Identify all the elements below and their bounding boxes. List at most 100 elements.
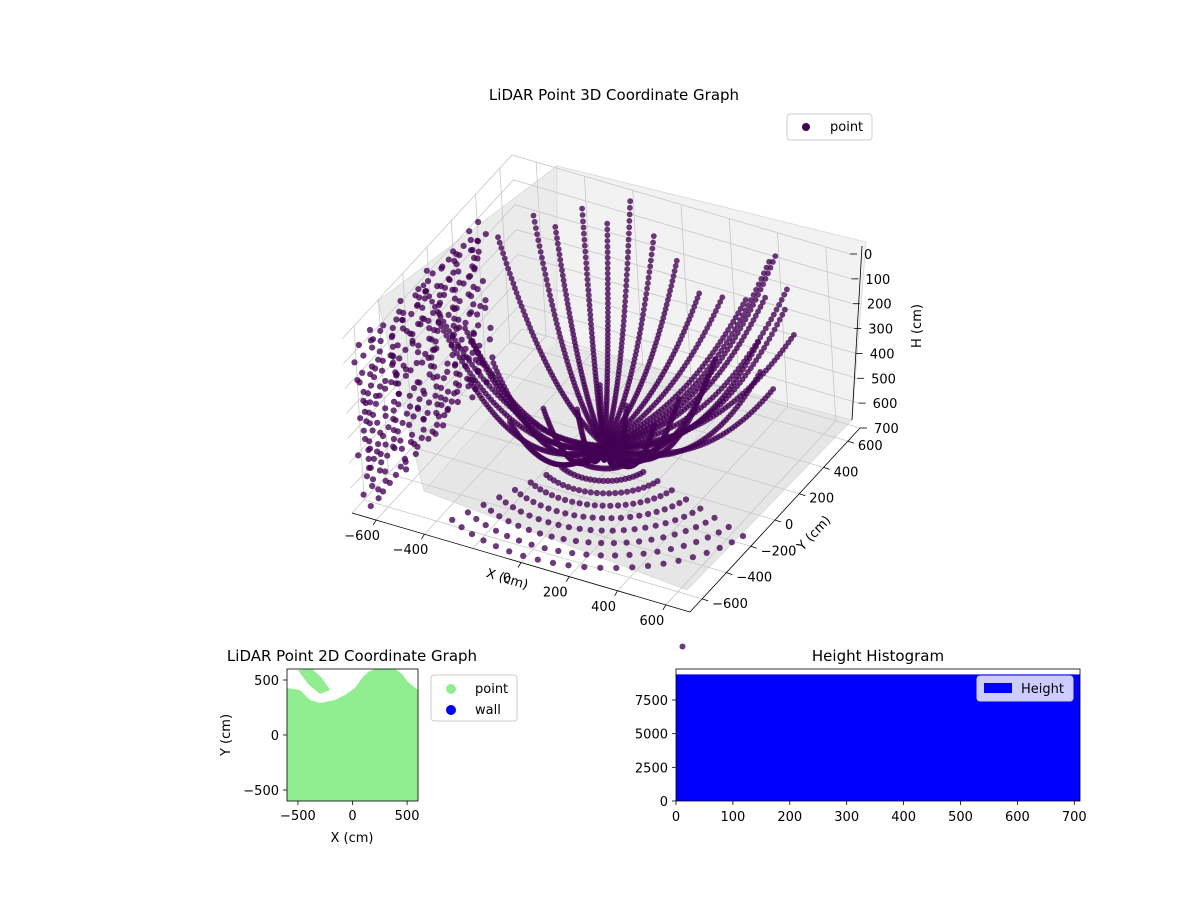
point-3d xyxy=(740,301,746,308)
point-3d xyxy=(580,218,586,225)
point-3d xyxy=(477,303,484,310)
point-3d xyxy=(480,501,487,508)
point-3d xyxy=(563,291,569,298)
point-3d xyxy=(715,303,721,310)
point-3d xyxy=(389,343,396,350)
point-3d xyxy=(533,225,539,232)
point-3d xyxy=(618,344,625,351)
point-3d xyxy=(379,488,387,495)
point-3d xyxy=(536,243,543,250)
point-3d xyxy=(556,251,563,258)
point-3d xyxy=(377,383,384,390)
point-3d xyxy=(465,273,472,280)
z-tick-label-3d: 100 xyxy=(865,273,890,288)
point-3d xyxy=(530,212,537,219)
point-3d xyxy=(610,540,618,547)
point-3d xyxy=(426,325,433,332)
point-3d xyxy=(626,230,632,237)
point-3d xyxy=(364,390,372,397)
point-3d xyxy=(649,245,656,252)
point-3d xyxy=(758,349,765,355)
point-3d xyxy=(508,275,515,282)
point-3d xyxy=(454,398,461,406)
point-3d xyxy=(661,310,668,317)
point-3d xyxy=(732,314,739,321)
point-3d xyxy=(424,278,432,285)
point-3d xyxy=(466,310,473,318)
point-3d xyxy=(424,409,431,416)
point-3d xyxy=(735,310,742,317)
point-3d xyxy=(456,252,463,259)
point-3d xyxy=(661,506,668,513)
point-3d xyxy=(652,522,659,529)
point-3d xyxy=(480,537,487,544)
point-3d xyxy=(466,228,473,235)
point-3d xyxy=(427,362,435,370)
point-3d xyxy=(750,292,757,298)
point-3d xyxy=(396,355,403,362)
point-3d xyxy=(748,297,754,304)
point-3d xyxy=(642,524,649,531)
point-3d xyxy=(702,519,709,526)
point-3d xyxy=(637,499,644,506)
point-3d xyxy=(395,401,402,408)
point-3d xyxy=(565,483,572,491)
point-3d xyxy=(504,532,511,540)
point-3d xyxy=(540,260,546,267)
point-3d xyxy=(654,478,661,485)
point-3d xyxy=(576,500,583,507)
point-3d xyxy=(547,292,553,299)
point-3d xyxy=(355,341,362,349)
point-3d xyxy=(366,464,373,471)
point-3d xyxy=(446,328,453,334)
point-3d xyxy=(517,508,525,515)
point-3d xyxy=(393,316,400,323)
point-3d xyxy=(439,263,446,270)
point-3d xyxy=(650,239,656,246)
point-3d xyxy=(537,249,544,255)
point-3d xyxy=(382,412,389,419)
point-3d xyxy=(638,321,645,327)
point-3d xyxy=(444,388,452,395)
point-3d xyxy=(641,306,647,313)
point-3d xyxy=(390,353,397,360)
x-tick-3d xyxy=(421,534,425,540)
point-3d xyxy=(755,308,761,315)
point-3d xyxy=(382,468,389,475)
point-3d xyxy=(448,341,455,348)
point-3d xyxy=(694,295,701,301)
point-3d xyxy=(534,556,541,563)
point-3d xyxy=(593,489,601,497)
point-3d xyxy=(624,254,631,261)
y-tick-label-2d: 500 xyxy=(254,674,279,689)
point-3d xyxy=(585,292,592,299)
point-3d xyxy=(624,266,631,273)
z-tick-label-3d: 700 xyxy=(874,422,899,437)
point-3d xyxy=(448,398,455,405)
y-tick-label-hist: 7500 xyxy=(635,694,668,709)
point-3d xyxy=(495,234,501,241)
point-3d xyxy=(762,325,769,332)
point-3d xyxy=(444,407,451,414)
point-3d xyxy=(627,198,634,205)
point-3d xyxy=(441,412,448,419)
point-3d xyxy=(682,496,690,503)
point-3d xyxy=(451,286,459,293)
point-3d xyxy=(770,386,777,392)
point-3d xyxy=(604,477,612,484)
point-3d xyxy=(410,384,418,392)
z-tick-label-3d: 300 xyxy=(868,323,893,338)
point-3d xyxy=(665,297,671,303)
point-3d xyxy=(703,549,710,557)
x-tick-label-3d: 400 xyxy=(591,600,616,615)
y-tick-3d xyxy=(847,440,854,444)
point-3d xyxy=(541,545,548,552)
legend-point-label: point xyxy=(830,120,863,135)
point-3d xyxy=(774,321,780,328)
point-3d xyxy=(629,564,636,571)
point-3d xyxy=(396,308,403,315)
point-3d xyxy=(382,405,389,412)
point-3d xyxy=(393,372,400,379)
point-3d xyxy=(432,303,438,310)
point-3d xyxy=(517,491,524,498)
